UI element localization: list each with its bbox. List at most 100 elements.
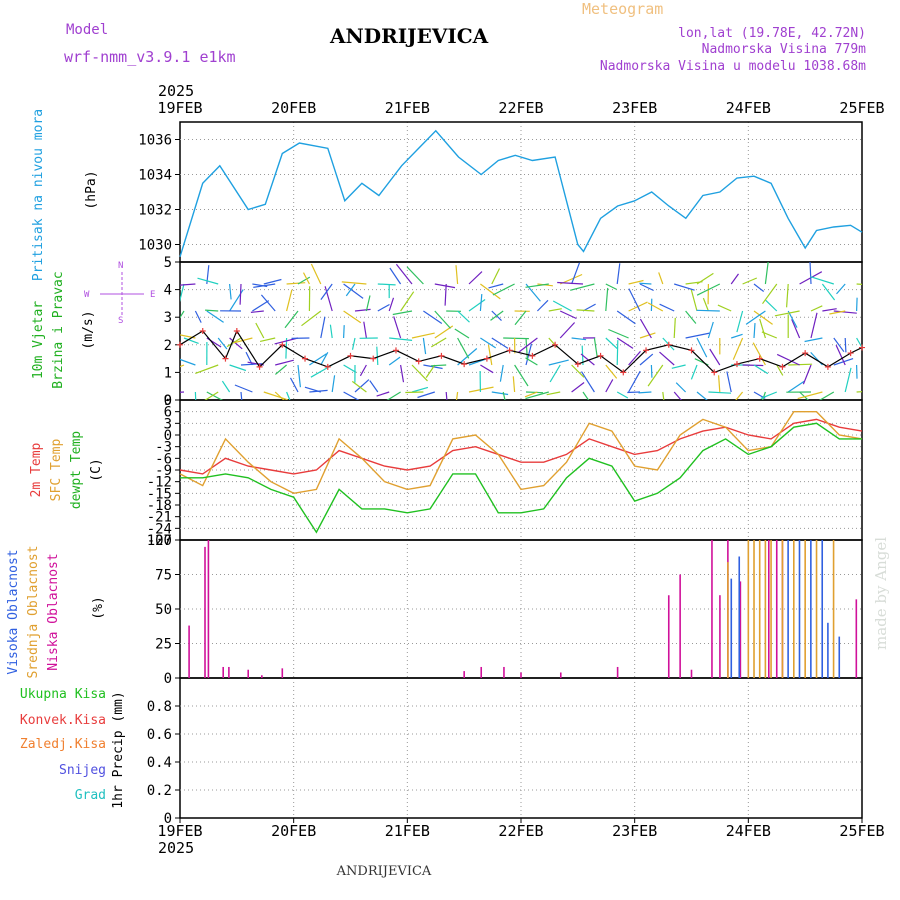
wind-barb — [503, 337, 529, 340]
wind-barb — [400, 364, 405, 383]
wind-barb — [234, 384, 253, 393]
compass-w: W — [84, 290, 90, 300]
wind-barb — [488, 283, 504, 289]
wind-barb — [580, 353, 595, 366]
x-tick-label-top: 25FEB — [839, 99, 884, 117]
lonlat-label: lon,lat (19.78E, 42.72N) — [678, 26, 866, 41]
year-bottom: 2025 — [158, 839, 194, 857]
wind-barb — [718, 375, 721, 393]
wind-barb — [275, 364, 287, 375]
wind-barb — [525, 283, 549, 288]
wind-barb — [363, 321, 367, 339]
wind-barb — [255, 322, 265, 339]
compass-s: S — [118, 316, 123, 326]
wind-barb — [331, 375, 336, 393]
cloud-unit: (%) — [91, 596, 106, 619]
x-tick-label-bottom: 25FEB — [839, 822, 884, 840]
wind-barb — [696, 272, 714, 285]
wind-barb — [761, 331, 778, 339]
wind-barb — [297, 364, 301, 388]
y-tick-label: 0 — [164, 671, 172, 687]
wind-barb — [422, 337, 427, 355]
wind-barb — [525, 337, 528, 361]
pressure-axis-title: Pritisak na nivou mora — [31, 109, 46, 281]
wind-barb — [468, 299, 486, 312]
wind-barb — [708, 391, 732, 394]
wind-barb — [639, 282, 652, 285]
wind-barb — [457, 337, 470, 359]
wind-barb — [260, 294, 276, 312]
footer-station: ANDRIJEVICA — [336, 864, 432, 879]
wind-barb — [673, 391, 682, 400]
wind-barb — [229, 337, 243, 350]
wind-speed-line — [179, 329, 863, 374]
wind-barb — [735, 391, 744, 400]
wind-barb — [324, 286, 333, 312]
wind-barb — [856, 391, 862, 393]
wind-barb — [616, 310, 636, 325]
wind-barb — [707, 321, 714, 339]
wind-barb — [764, 262, 769, 285]
wind-barb — [835, 344, 846, 366]
wind-barb — [430, 337, 447, 348]
wind-barb — [351, 337, 356, 350]
wind-barb — [417, 391, 435, 399]
wind-gust-marker — [529, 352, 536, 359]
cloud-axis-title-mid: Srednja Oblacnost — [26, 545, 41, 678]
precip-legend-freez: Zaledj.Kisa — [20, 737, 106, 752]
wind-barb — [810, 305, 823, 312]
y-tick-label: 50 — [155, 602, 172, 618]
wind-gust-marker — [256, 363, 263, 370]
wind-barb — [742, 364, 764, 367]
watermark: made by Angel — [872, 537, 890, 650]
wind-barb — [377, 283, 396, 286]
x-tick-label-top: 23FEB — [612, 99, 657, 117]
wind-barb — [180, 358, 196, 366]
wind-barb — [247, 361, 264, 366]
wind-barb — [571, 337, 587, 341]
y-tick-label: -9 — [155, 463, 172, 479]
wind-barb — [730, 273, 739, 285]
wind-barb — [593, 337, 598, 358]
wind-barb — [310, 263, 322, 285]
wind-gust-marker — [847, 350, 854, 357]
wind-barb — [180, 283, 196, 286]
wind-barb — [365, 295, 371, 312]
x-tick-label-bottom: 21FEB — [385, 822, 430, 840]
wind-barb — [343, 364, 357, 373]
wind-barb — [217, 337, 228, 350]
precip-legend-hail: Grad — [75, 788, 106, 803]
wind-barb — [696, 309, 720, 312]
wind-barb — [274, 391, 285, 400]
wind-barb — [662, 391, 665, 400]
wind-barb — [685, 332, 710, 339]
wind-barb — [445, 391, 448, 400]
wind-barb — [491, 337, 509, 349]
wind-barb — [787, 380, 805, 393]
wind-barb — [491, 391, 509, 396]
wind-barb — [787, 310, 798, 328]
compass-e: E — [150, 290, 155, 300]
wind-barb — [552, 300, 572, 312]
wind-barb — [406, 266, 424, 285]
temp-unit: (C) — [89, 458, 104, 481]
wind-barb — [455, 391, 459, 400]
wind-barb — [810, 276, 834, 285]
wind-barb — [351, 380, 367, 393]
wind-barb — [343, 391, 360, 400]
wind-axis-title-2: Brzina i Pravac — [51, 271, 66, 388]
wind-barb — [480, 364, 494, 374]
wind-gust-marker — [483, 355, 490, 362]
wind-barb — [731, 333, 743, 339]
wind-barb — [774, 310, 800, 317]
x-tick-label-top: 22FEB — [498, 99, 543, 117]
temp-axis-title-dewpt: dewpt Temp — [69, 431, 84, 509]
wind-barb — [400, 291, 415, 312]
wind-barb — [776, 353, 800, 366]
wind-barb — [788, 363, 813, 366]
wind-barb — [240, 391, 243, 400]
wind-barb — [345, 283, 356, 297]
wind-barb — [499, 364, 504, 382]
wind-barb — [829, 310, 846, 315]
